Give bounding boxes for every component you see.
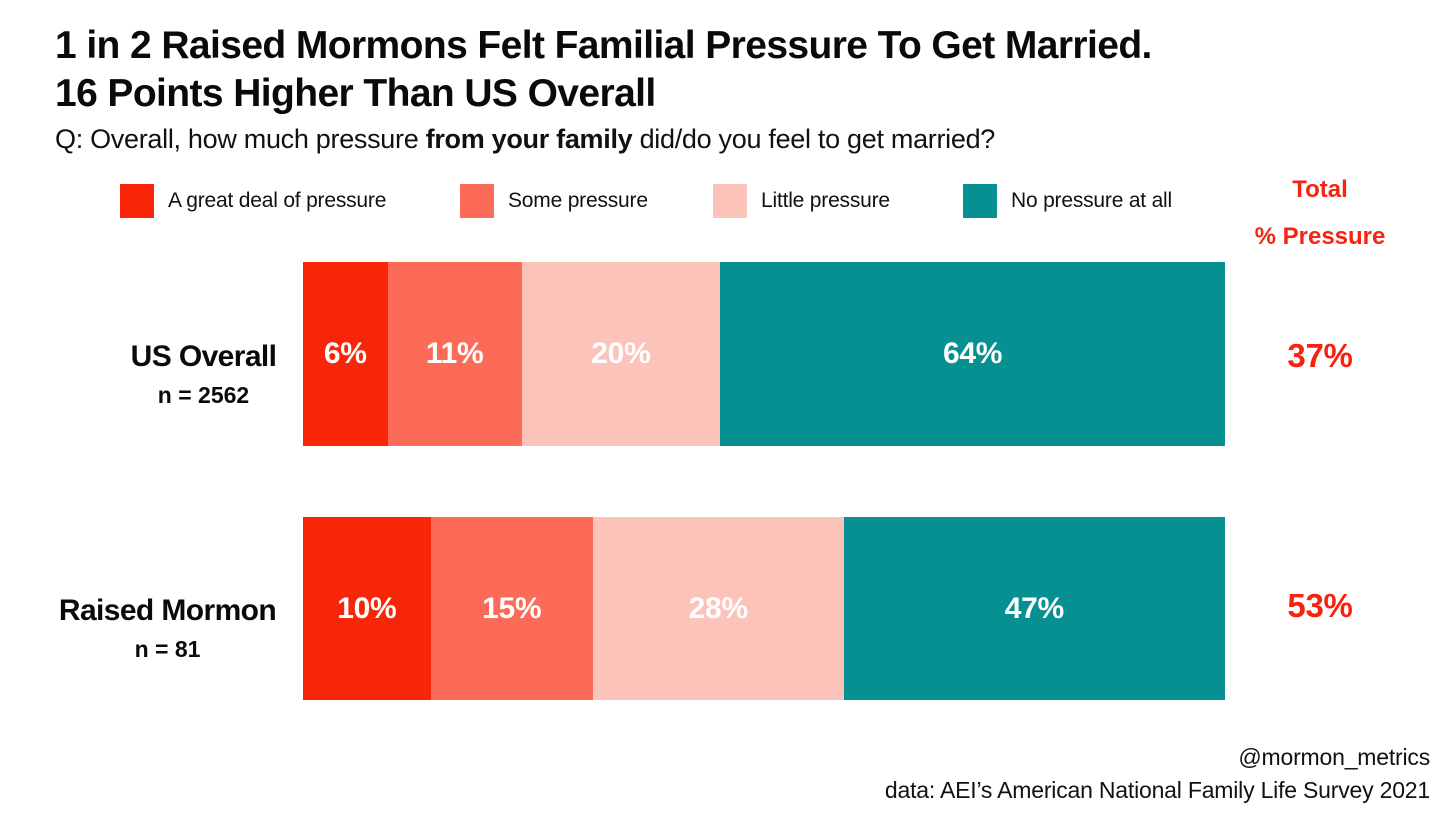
- segment-value-label: 64%: [942, 337, 1003, 370]
- subtitle-prefix: Q: Overall, how much pressure: [55, 124, 426, 154]
- row-label-us-overall: US Overall n = 2562: [76, 340, 331, 409]
- chart-title: 1 in 2 Raised Mormons Felt Familial Pres…: [55, 22, 1335, 117]
- row-sample-size: n = 81: [134, 636, 201, 662]
- legend-label-little: Little pressure: [761, 189, 890, 212]
- segment-value-label: 28%: [688, 591, 748, 625]
- row-total-us-overall: 37%: [1287, 337, 1353, 374]
- chart-subtitle: Q: Overall, how much pressure from your …: [55, 124, 1255, 155]
- legend-swatch-some: [460, 184, 494, 218]
- segment-value-label: 15%: [482, 591, 542, 625]
- segment-value-label: 20%: [591, 337, 651, 370]
- row-label-main: Raised Mormon: [58, 594, 277, 627]
- bar-segment-none: 64%: [720, 262, 1225, 446]
- bar-segment-great-deal: 6%: [303, 262, 388, 446]
- bar-segment-some: 11%: [387, 262, 522, 446]
- segment-value-label: 11%: [425, 337, 484, 370]
- bar-segment-little: 28%: [592, 517, 844, 700]
- bar-segment-little: 20%: [521, 262, 721, 446]
- chart-title-line1: 1 in 2 Raised Mormons Felt Familial Pres…: [55, 24, 1152, 67]
- data-source: data: AEI’s American National Family Lif…: [884, 776, 1430, 803]
- bar-segment-some: 15%: [430, 517, 593, 700]
- legend-label-great-deal: A great deal of pressure: [168, 189, 387, 212]
- segment-value-label: 47%: [1004, 591, 1064, 625]
- legend-item-great-deal: A great deal of pressure: [120, 184, 386, 218]
- attribution-footer: @mormon_metrics data: AEI’s American Nat…: [885, 741, 1430, 806]
- segment-value-label: 10%: [337, 591, 397, 625]
- legend-item-little: Little pressure: [713, 184, 890, 218]
- legend-item-none: No pressure at all: [963, 184, 1172, 218]
- bar-segment-none: 47%: [843, 517, 1225, 700]
- author-handle: @mormon_metrics: [1238, 744, 1430, 770]
- row-total-raised-mormon: 53%: [1287, 587, 1353, 624]
- row-label-raised-mormon: Raised Mormon n = 81: [40, 594, 295, 663]
- totals-column-header: Total % Pressure: [1240, 176, 1400, 252]
- row-sample-size: n = 2562: [157, 382, 250, 408]
- stacked-bar-raised-mormon: 10% 15% 28% 47%: [303, 517, 1225, 700]
- legend-label-none: No pressure at all: [1011, 189, 1172, 212]
- bar-segment-great-deal: 10%: [303, 517, 431, 700]
- legend-label-some: Some pressure: [508, 189, 648, 212]
- legend-swatch-none: [963, 184, 997, 218]
- row-label-main: US Overall: [130, 340, 277, 373]
- legend-swatch-little: [713, 184, 747, 218]
- legend-swatch-great-deal: [120, 184, 154, 218]
- stacked-bar-us-overall: 6% 11% 20% 64%: [303, 262, 1225, 446]
- chart-title-line2: 16 Points Higher Than US Overall: [55, 71, 656, 115]
- legend-item-some: Some pressure: [460, 184, 648, 218]
- subtitle-suffix: did/do you feel to get married?: [632, 124, 996, 154]
- totals-header-line2: % Pressure: [1254, 222, 1386, 250]
- segment-value-label: 6%: [323, 337, 367, 370]
- subtitle-emphasis: from your family: [425, 124, 633, 154]
- totals-header-line1: Total: [1292, 176, 1348, 203]
